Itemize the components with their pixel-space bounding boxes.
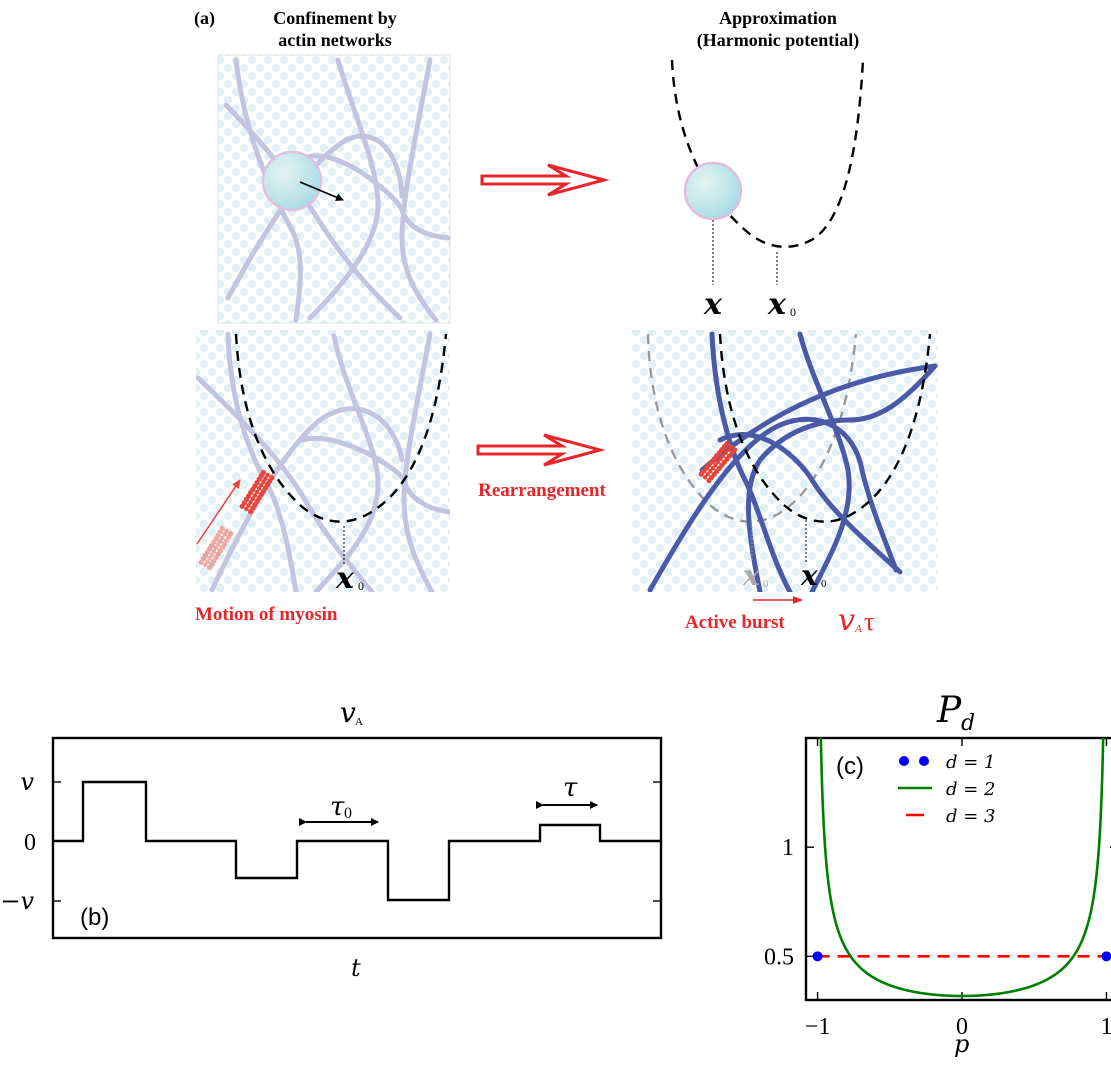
vA-symbol: v: [838, 603, 855, 638]
ytick-v: v: [20, 768, 34, 796]
harmonic-potential: x x 0: [670, 59, 865, 322]
approximation-arrow: [480, 163, 610, 197]
panel-c-label: (c): [836, 753, 864, 780]
actin-filament: [223, 102, 403, 321]
panel-b-title-subscript: A: [355, 716, 363, 728]
actin-filament: [399, 57, 439, 323]
actin-filament: [225, 133, 405, 301]
actin-filament: [717, 432, 903, 575]
actin-filament: [196, 375, 375, 592]
title-approximation-line2: (Harmonic potential): [697, 30, 859, 51]
myosin-motor: [239, 469, 275, 515]
ytick-neg-v: −v: [0, 887, 34, 915]
bead: [261, 150, 323, 212]
myosin-motion-arrow: [196, 479, 241, 545]
rearranged-network-box: x 0 x 0: [632, 330, 938, 592]
ytick-0: 0: [24, 830, 36, 856]
chart-xlabel: p: [954, 1030, 969, 1058]
actin-network-box: [217, 54, 451, 324]
panel-b-label: (b): [80, 904, 109, 931]
tau-symbol: τ: [864, 607, 874, 636]
rearrangement-arrow: [476, 433, 606, 467]
x-tick-label: 0: [956, 1014, 968, 1040]
series-d1-point: [812, 951, 823, 962]
tau0-label: τ: [330, 792, 345, 822]
legend-label: d = 2: [946, 779, 996, 800]
actin-filament: [297, 153, 450, 241]
myosin-network-box: x 0: [196, 330, 450, 596]
old-x0-subscript: 0: [763, 578, 769, 590]
bead-approx: [683, 161, 743, 221]
x0-label: x: [335, 561, 355, 596]
series-d1-point: [1101, 951, 1111, 962]
y-tick-label: 0.5: [764, 944, 794, 970]
active-burst-label: Active burst: [685, 612, 785, 633]
actin-filament: [233, 57, 303, 323]
actin-filament: [647, 416, 899, 592]
new-x0-label: x: [800, 559, 818, 592]
motion-of-myosin-label: Motion of myosin: [195, 604, 338, 625]
actin-filament: [797, 331, 852, 592]
actin-filament: [307, 57, 381, 321]
x-tick-label: 1: [1100, 1014, 1111, 1040]
actin-filament: [709, 331, 793, 592]
old-x0-label: x: [742, 559, 760, 592]
panel-b-title: v: [340, 696, 356, 729]
panel-a-label: (a): [194, 8, 215, 29]
new-x0-subscript: 0: [821, 578, 827, 590]
displacement-arrow: [299, 181, 344, 201]
potential-curve: [718, 333, 932, 523]
title-confinement-line2: actin networks: [278, 30, 392, 50]
x-label: x: [703, 287, 723, 322]
title-approximation-line1: Approximation: [719, 8, 837, 28]
vA-subscript: A: [854, 623, 862, 635]
x-tick-label: −1: [805, 1014, 831, 1040]
actin-filament: [745, 363, 938, 592]
tau0-subscript: 0: [344, 805, 352, 822]
rearrangement-label: Rearrangement: [478, 480, 606, 501]
panel-a: (a) Confinement by actin networks Approx…: [194, 8, 938, 638]
potential-curve: [670, 59, 865, 249]
tau-label: τ: [563, 773, 578, 803]
actin-filament: [209, 406, 405, 592]
panel-b-xlabel: t: [351, 954, 361, 982]
panel-c: P d −1 0 1 0.5 1 d = 1 d = 2 d = 3 (c) p: [764, 690, 1111, 1058]
myosin-faded: [198, 525, 234, 571]
legend-label: d = 1: [946, 752, 996, 773]
legend-marker: [919, 756, 929, 766]
panel-b: v A v 0 −v τ 0 τ (b) t: [0, 696, 663, 982]
x0-label: x: [767, 287, 787, 322]
x0-subscript: 0: [790, 305, 796, 319]
y-tick-label: 1: [782, 835, 794, 861]
plot-frame: [51, 736, 663, 940]
potential-curve: [234, 333, 448, 523]
chart-title: P: [936, 690, 962, 731]
chart-title-subscript: d: [961, 711, 975, 736]
legend-marker: [899, 756, 909, 766]
legend-label: d = 3: [946, 806, 996, 827]
velocity-signal: [53, 780, 661, 902]
title-confinement-line1: Confinement by: [273, 8, 397, 28]
myosin-motor: [698, 440, 738, 484]
x0-subscript: 0: [358, 579, 364, 593]
series-d2-line: [819, 738, 1105, 998]
actin-filament: [401, 331, 435, 592]
chart-plot-area: −1 0 1 0.5 1 d = 1 d = 2 d = 3: [764, 736, 1111, 1040]
